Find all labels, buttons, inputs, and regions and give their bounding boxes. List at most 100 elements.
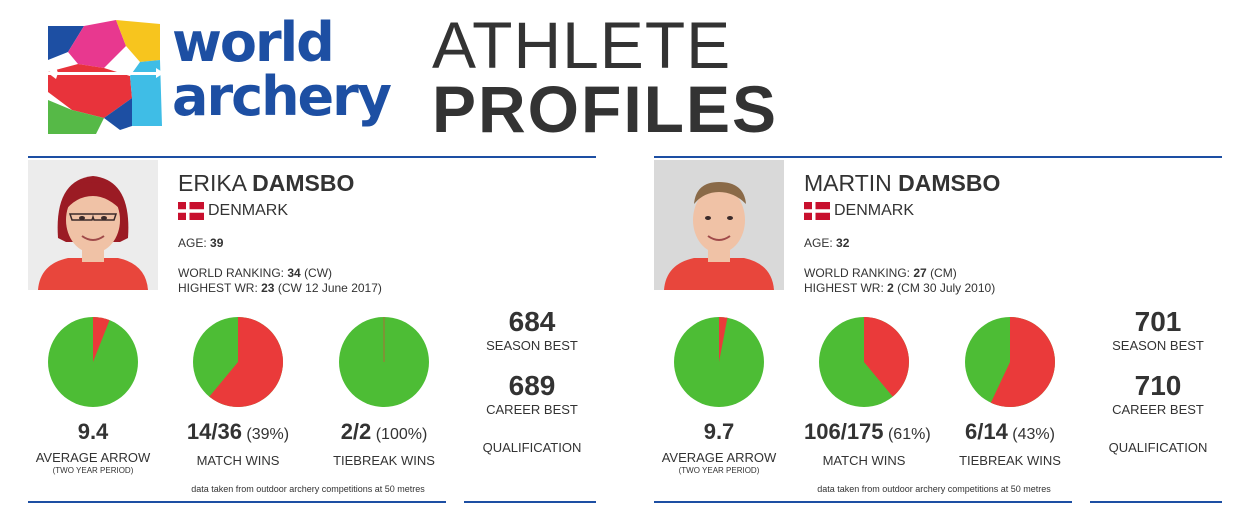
world-archery-logo: world archery: [44, 16, 394, 135]
career-best-value: 689: [508, 370, 556, 401]
season-best-label: SEASON BEST: [1112, 338, 1204, 353]
qualification-scores: 684 SEASON BEST 689 CAREER BEST QUALIFIC…: [468, 306, 596, 456]
stat-value-percent: (100%): [371, 426, 428, 443]
athlete-portrait-image: [654, 160, 784, 290]
card-bottom-rule-right: [464, 501, 596, 503]
highest-world-ranking: HIGHEST WR: 23 (CW 12 June 2017): [178, 281, 382, 295]
athlete-name: MARTIN DAMSBO: [804, 170, 1000, 196]
highest-wr-detail: (CW 12 June 2017): [277, 281, 382, 295]
world-ranking-label: WORLD RANKING:: [804, 266, 911, 280]
card-top-rule: [654, 156, 1222, 158]
stat-label: MATCH WINS: [196, 453, 280, 468]
pie-chart: [819, 317, 909, 407]
card-bottom-rule-right: [1090, 501, 1222, 503]
logo-word-archery: archery: [172, 65, 392, 128]
stat-value-main: 14/36: [186, 419, 242, 444]
athlete-last-name: DAMSBO: [252, 170, 355, 196]
world-ranking-category: (CW): [304, 266, 333, 280]
athlete-name: ERIKA DAMSBO: [178, 170, 354, 196]
card-bottom-rule-left: [654, 501, 1072, 503]
denmark-flag-icon: [178, 202, 204, 220]
stat-value: 9.7: [659, 418, 779, 446]
qualification-label: QUALIFICATION: [482, 440, 582, 455]
page-title: ATHLETE PROFILES: [432, 12, 778, 142]
season-best-label: SEASON BEST: [486, 338, 578, 353]
pie-slice-red: [990, 317, 1055, 407]
stat-tiebreak-wins: 2/2 (100%) TIEBREAK WINS: [324, 316, 444, 469]
title-line-profiles: PROFILES: [432, 72, 779, 146]
qualification-scores: 701 SEASON BEST 710 CAREER BEST QUALIFIC…: [1094, 306, 1222, 456]
pie-chart: [48, 317, 138, 407]
data-source-footnote: data taken from outdoor archery competit…: [817, 484, 1051, 494]
stat-value-percent: (61%): [883, 426, 931, 443]
pie-slice-red: [864, 317, 909, 397]
highest-wr-label: HIGHEST WR:: [804, 281, 884, 295]
stat-value-main: 2/2: [340, 419, 372, 444]
logo-word-world: world: [172, 11, 335, 74]
pie-slice-red: [719, 317, 728, 362]
pie-chart: [339, 317, 429, 407]
stat-average-arrow: 9.7 AVERAGE ARROW (TWO YEAR PERIOD): [659, 316, 779, 476]
stat-label: AVERAGE ARROW: [661, 450, 777, 465]
career-best-label: CAREER BEST: [486, 402, 578, 417]
pie-chart: [674, 317, 764, 407]
highest-wr-value: 2: [887, 281, 894, 295]
data-source-footnote: data taken from outdoor archery competit…: [191, 484, 425, 494]
athlete-first-name: ERIKA: [178, 170, 246, 196]
athlete-country: DENMARK: [178, 201, 288, 221]
stat-value-main: 106/175: [804, 419, 884, 444]
country-name: DENMARK: [208, 202, 289, 219]
athlete-portrait-image: [28, 160, 158, 290]
stat-label: TIEBREAK WINS: [333, 453, 435, 468]
card-bottom-rule-left: [28, 501, 446, 503]
denmark-flag-icon: [804, 202, 830, 220]
athlete-photo: [28, 160, 158, 290]
stat-value: 2/2 (100%): [324, 418, 444, 449]
stat-value: 14/36 (39%): [178, 418, 298, 449]
qualification-label: QUALIFICATION: [1108, 440, 1208, 455]
stat-average-arrow: 9.4 AVERAGE ARROW (TWO YEAR PERIOD): [33, 316, 153, 476]
athlete-photo: [654, 160, 784, 290]
stat-value: 9.4: [33, 418, 153, 446]
season-best-value: 684: [508, 306, 556, 337]
pie-slice-red: [209, 317, 284, 407]
stat-value-main: 6/14: [965, 419, 1008, 444]
stat-value: 6/14 (43%): [950, 418, 1070, 449]
world-ranking-value: 27: [913, 266, 927, 280]
world-ranking-value: 34: [287, 266, 301, 280]
athlete-card-martin: MARTIN DAMSBO DENMARK AGE: 32 WORLD RANK…: [654, 156, 1222, 506]
stat-value: 106/175 (61%): [804, 418, 931, 449]
career-best-value: 710: [1134, 370, 1182, 401]
stat-value-main: 9.4: [77, 419, 109, 444]
athlete-age: AGE: 39: [178, 236, 223, 250]
stat-label: AVERAGE ARROW: [35, 450, 151, 465]
stat-value-percent: (43%): [1007, 426, 1055, 443]
stat-tiebreak-wins: 6/14 (43%) TIEBREAK WINS: [950, 316, 1070, 469]
athlete-age: AGE: 32: [804, 236, 849, 250]
archery-target-logo-icon: [48, 20, 164, 134]
stat-sublabel: (TWO YEAR PERIOD): [678, 466, 760, 475]
world-ranking: WORLD RANKING: 27 (CM): [804, 266, 957, 280]
pie-chart: [965, 317, 1055, 407]
stat-sublabel: (TWO YEAR PERIOD): [52, 466, 134, 475]
age-label: AGE:: [804, 236, 833, 250]
age-value: 39: [210, 236, 224, 250]
highest-wr-value: 23: [261, 281, 275, 295]
age-value: 32: [836, 236, 850, 250]
highest-world-ranking: HIGHEST WR: 2 (CM 30 July 2010): [804, 281, 995, 295]
age-label: AGE:: [178, 236, 207, 250]
stat-value-percent: (39%): [241, 426, 290, 443]
athlete-country: DENMARK: [804, 201, 914, 221]
highest-wr-label: HIGHEST WR:: [178, 281, 258, 295]
athlete-last-name: DAMSBO: [898, 170, 1001, 196]
logo-wordmark: world archery: [172, 11, 392, 128]
world-ranking: WORLD RANKING: 34 (CW): [178, 266, 332, 280]
stat-label: TIEBREAK WINS: [959, 453, 1061, 468]
world-ranking-category: (CM): [930, 266, 957, 280]
pie-chart: [193, 317, 284, 407]
pie-slice-red: [93, 317, 110, 362]
athlete-first-name: MARTIN: [804, 170, 892, 196]
country-name: DENMARK: [834, 202, 915, 219]
title-line-athlete: ATHLETE: [432, 8, 732, 82]
highest-wr-detail: (CM 30 July 2010): [897, 281, 996, 295]
